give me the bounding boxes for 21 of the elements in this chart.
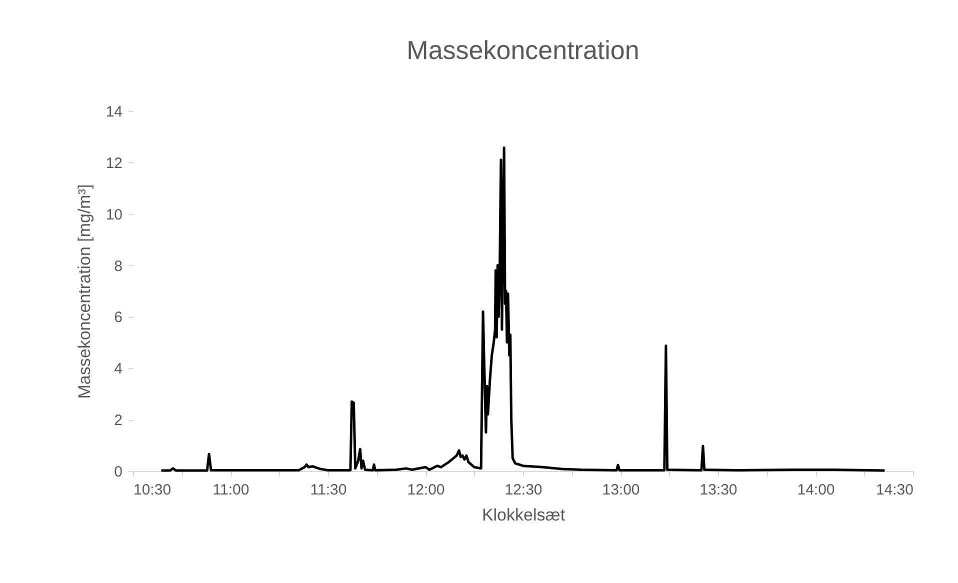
chart-title: Massekoncentration [406, 35, 640, 65]
y-tick-label: 8 [114, 258, 122, 275]
y-tick-label: 12 [106, 154, 122, 172]
x-tick-label: 10:30 [134, 482, 172, 498]
y-tick-label: 4 [114, 360, 122, 378]
x-tick-label: 12:30 [504, 482, 542, 498]
line-series [161, 146, 885, 472]
x-axis-title: Klokkelsæt [482, 506, 566, 524]
x-tick-label: 12:00 [407, 482, 445, 498]
y-axis-title: Massekoncentration [mg/m³] [74, 184, 94, 399]
y-tick-label: 2 [114, 412, 122, 430]
x-tick-label: 14:30 [876, 482, 914, 498]
x-tick-label: 13:00 [602, 482, 640, 498]
y-tick-label: 10 [106, 206, 122, 224]
x-tick-label: 13:30 [700, 482, 738, 498]
y-tick-label: 14 [106, 104, 122, 120]
x-tick-label: 14:00 [797, 482, 835, 498]
x-tick-label: 11:00 [212, 482, 250, 498]
x-tick-label: 11:30 [310, 482, 347, 498]
y-tick-label: 6 [114, 309, 122, 326]
y-tick-label: 0 [114, 464, 122, 480]
